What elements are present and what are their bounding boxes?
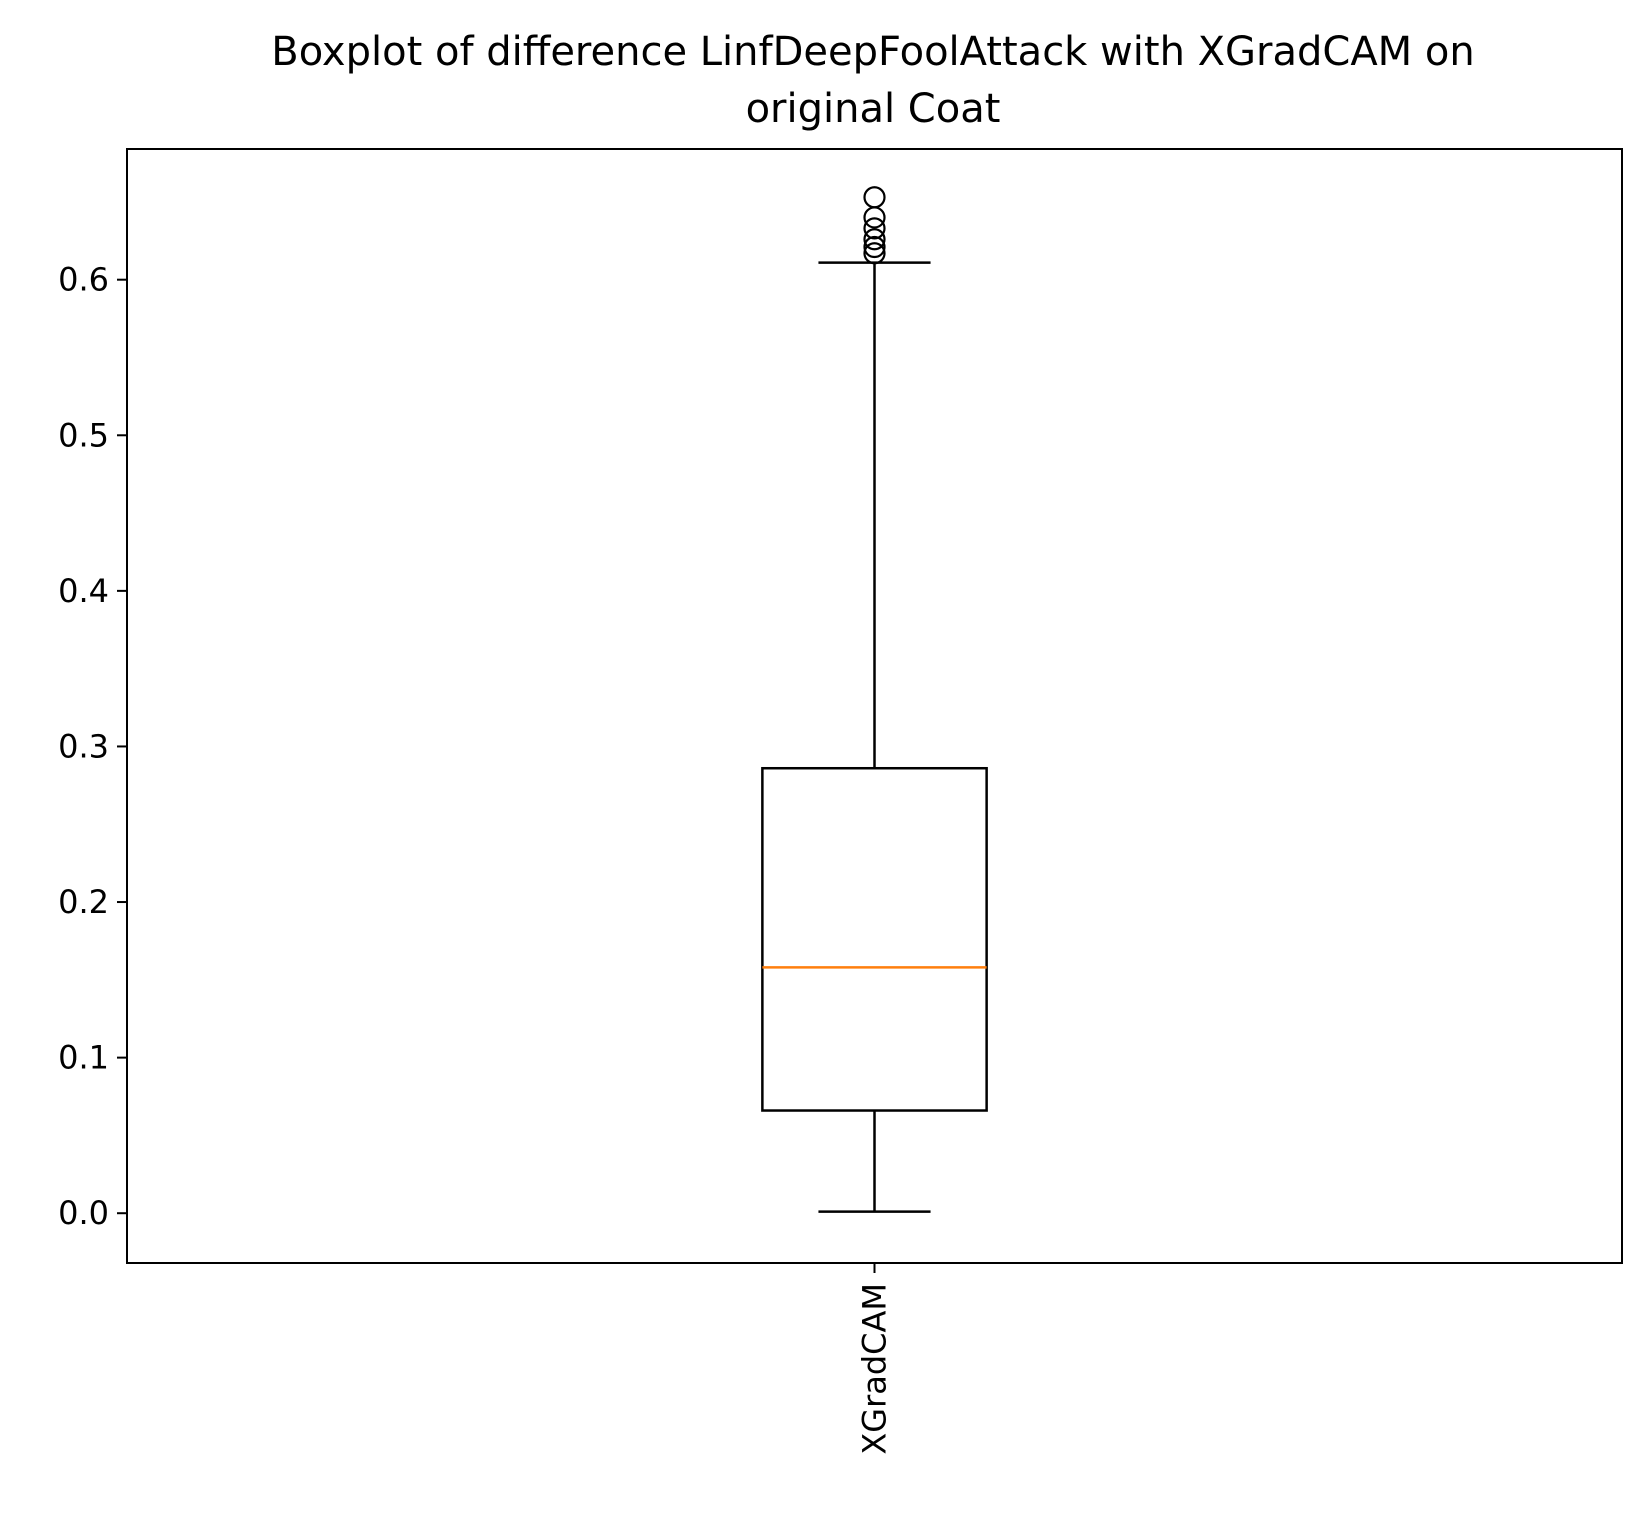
x-axis: XGradCAM	[856, 1263, 894, 1455]
outlier-point	[863, 217, 886, 240]
outlier-point	[863, 186, 886, 209]
outlier-point	[863, 228, 886, 251]
chart-title-line-2: original Coat	[746, 86, 1001, 132]
y-axis: 0.0 0.1 0.2 0.3 0.4 0.5 0.6	[58, 261, 127, 1232]
y-tick-label: 0.6	[58, 261, 109, 299]
y-tick-label: 0.2	[58, 883, 109, 921]
y-tick-label: 0.0	[58, 1194, 109, 1232]
box-group	[761, 186, 988, 1213]
x-tick-label: XGradCAM	[856, 1283, 894, 1455]
iqr-box	[761, 766, 988, 1112]
plot-frame	[126, 148, 1623, 1264]
chart-title-line-1: Boxplot of difference LinfDeepFoolAttack…	[271, 29, 1474, 75]
outlier-point	[863, 235, 886, 259]
y-tick-label: 0.3	[58, 727, 109, 765]
y-tick-label: 0.5	[58, 416, 109, 454]
outlier-point	[863, 242, 886, 265]
y-tick-label: 0.1	[58, 1039, 109, 1077]
y-tick-label: 0.4	[58, 572, 109, 610]
